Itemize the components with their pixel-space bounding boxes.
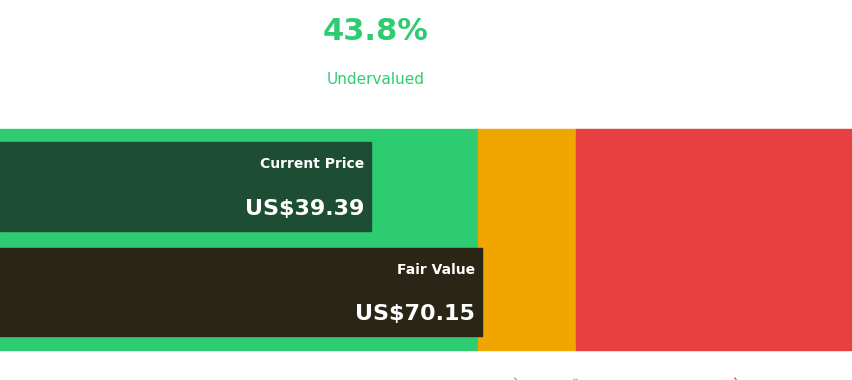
Text: Undervalued: Undervalued: [326, 73, 423, 87]
Text: 43.8%: 43.8%: [322, 17, 428, 46]
Text: US$39.39: US$39.39: [245, 198, 364, 218]
Text: 20% Overvalued: 20% Overvalued: [656, 376, 744, 380]
Bar: [0, 129, 477, 350]
Bar: [0, 248, 481, 336]
Bar: [0, 142, 371, 231]
Bar: [477, 129, 575, 350]
Text: US$70.15: US$70.15: [354, 304, 475, 325]
Text: Fair Value: Fair Value: [396, 263, 475, 277]
Text: 20% Undervalued: 20% Undervalued: [430, 376, 524, 380]
Text: About Right: About Right: [519, 376, 584, 380]
Bar: [575, 129, 852, 350]
Text: Current Price: Current Price: [260, 157, 364, 171]
